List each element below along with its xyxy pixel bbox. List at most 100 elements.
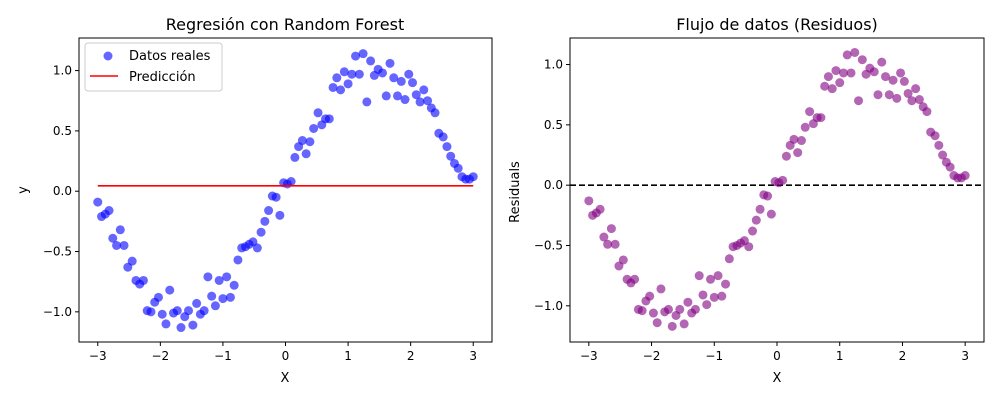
scatter-point bbox=[698, 290, 708, 300]
chart-left-frame bbox=[78, 37, 493, 343]
scatter-point bbox=[645, 291, 655, 301]
scatter-point bbox=[203, 272, 213, 282]
scatter-point bbox=[796, 136, 806, 146]
y-tick-label: 0.5 bbox=[53, 124, 72, 138]
x-tick-label: 2 bbox=[407, 349, 415, 363]
scatter-point bbox=[400, 95, 410, 105]
x-tick-label: −2 bbox=[643, 349, 661, 363]
chart-left-legend: Datos reales Predicción bbox=[84, 42, 223, 92]
scatter-point bbox=[301, 149, 311, 159]
scatter-point bbox=[252, 243, 262, 253]
y-tick-label: −1.0 bbox=[534, 299, 563, 313]
scatter-point bbox=[419, 85, 429, 95]
chart-right-marks bbox=[570, 47, 984, 331]
scatter-point bbox=[960, 171, 970, 181]
chart-right-title: Flujo de datos (Residuos) bbox=[676, 15, 878, 34]
scatter-point bbox=[264, 206, 274, 216]
scatter-point bbox=[354, 69, 364, 79]
scatter-point bbox=[724, 254, 734, 264]
scatter-point bbox=[648, 308, 658, 318]
scatter-point bbox=[690, 304, 700, 314]
scatter-point bbox=[93, 197, 103, 207]
scatter-point bbox=[846, 68, 856, 78]
scatter-point bbox=[751, 215, 761, 225]
scatter-point bbox=[153, 292, 163, 302]
scatter-point bbox=[838, 68, 848, 78]
scatter-point bbox=[108, 233, 118, 243]
scatter-point bbox=[210, 301, 220, 311]
scatter-point bbox=[610, 239, 620, 249]
scatter-point bbox=[468, 172, 478, 182]
scatter-point bbox=[408, 78, 418, 88]
scatter-point bbox=[793, 148, 803, 158]
scatter-point bbox=[763, 191, 773, 201]
scatter-point bbox=[430, 108, 440, 118]
scatter-point bbox=[233, 255, 243, 265]
scatter-point bbox=[584, 196, 594, 206]
scatter-point bbox=[789, 134, 799, 144]
scatter-point bbox=[922, 107, 932, 117]
scatter-point bbox=[934, 140, 944, 150]
scatter-point bbox=[377, 68, 387, 78]
scatter-point bbox=[805, 107, 815, 117]
scatter-point bbox=[656, 284, 666, 294]
scatter-point bbox=[260, 216, 270, 226]
x-tick-label: −3 bbox=[580, 349, 598, 363]
scatter-point bbox=[389, 73, 399, 83]
scatter-point bbox=[873, 90, 883, 100]
scatter-point bbox=[884, 90, 894, 100]
chart-left-title: Regresión con Random Forest bbox=[166, 15, 405, 34]
scatter-point bbox=[800, 122, 810, 132]
scatter-point bbox=[850, 47, 860, 57]
scatter-point bbox=[381, 91, 391, 101]
scatter-point bbox=[214, 275, 224, 285]
scatter-point bbox=[423, 96, 433, 106]
scatter-point bbox=[336, 85, 346, 95]
scatter-point bbox=[888, 75, 898, 85]
x-tick-label: 3 bbox=[961, 349, 969, 363]
scatter-point bbox=[165, 285, 175, 295]
chart-right-xlabel: X bbox=[773, 371, 782, 386]
scatter-point bbox=[831, 66, 841, 76]
x-tick-label: 1 bbox=[344, 349, 352, 363]
scatter-point bbox=[393, 91, 403, 101]
scatter-point bbox=[112, 240, 122, 250]
scatter-point bbox=[675, 304, 685, 314]
scatter-point bbox=[157, 309, 167, 319]
scatter-point bbox=[271, 192, 281, 202]
legend-box bbox=[84, 42, 223, 92]
scatter-point bbox=[914, 95, 924, 105]
scatter-point bbox=[127, 256, 137, 266]
x-tick-label: −1 bbox=[705, 349, 723, 363]
scatter-point bbox=[683, 297, 693, 307]
scatter-point bbox=[606, 224, 616, 234]
scatter-point bbox=[907, 96, 917, 106]
scatter-point bbox=[755, 204, 765, 214]
scatter-point bbox=[781, 151, 791, 161]
scatter-point bbox=[339, 67, 349, 77]
scatter-point bbox=[857, 55, 867, 65]
scatter-point bbox=[702, 300, 712, 310]
legend-label-prediccion: Predicción bbox=[129, 70, 196, 85]
chart-right: Flujo de datos (Residuos) −3 −2 −1 0 1 2 3 −1.0… bbox=[508, 15, 985, 386]
scatter-point bbox=[453, 163, 463, 173]
chart-left-xlabel: X bbox=[281, 371, 290, 386]
scatter-point bbox=[744, 242, 754, 252]
scatter-point bbox=[881, 72, 891, 82]
x-tick-label: −1 bbox=[214, 349, 232, 363]
scatter-point bbox=[290, 152, 300, 162]
scatter-point bbox=[207, 291, 217, 301]
scatter-point bbox=[415, 97, 425, 107]
scatter-point bbox=[709, 292, 719, 302]
scatter-point bbox=[823, 72, 833, 82]
scatter-point bbox=[286, 177, 296, 187]
scatter-point bbox=[411, 90, 421, 100]
scatter-point bbox=[945, 162, 955, 172]
scatter-point bbox=[309, 123, 319, 133]
chart-left-ticks: −3 −2 −1 0 1 2 3 −1.0 −0.5 0.0 0.5 1.0 bbox=[43, 64, 477, 363]
scatter-point bbox=[706, 274, 716, 284]
scatter-point bbox=[892, 93, 902, 103]
x-tick-label: −3 bbox=[89, 349, 107, 363]
y-tick-label: 0.0 bbox=[544, 178, 563, 192]
y-tick-label: 1.0 bbox=[544, 58, 563, 72]
